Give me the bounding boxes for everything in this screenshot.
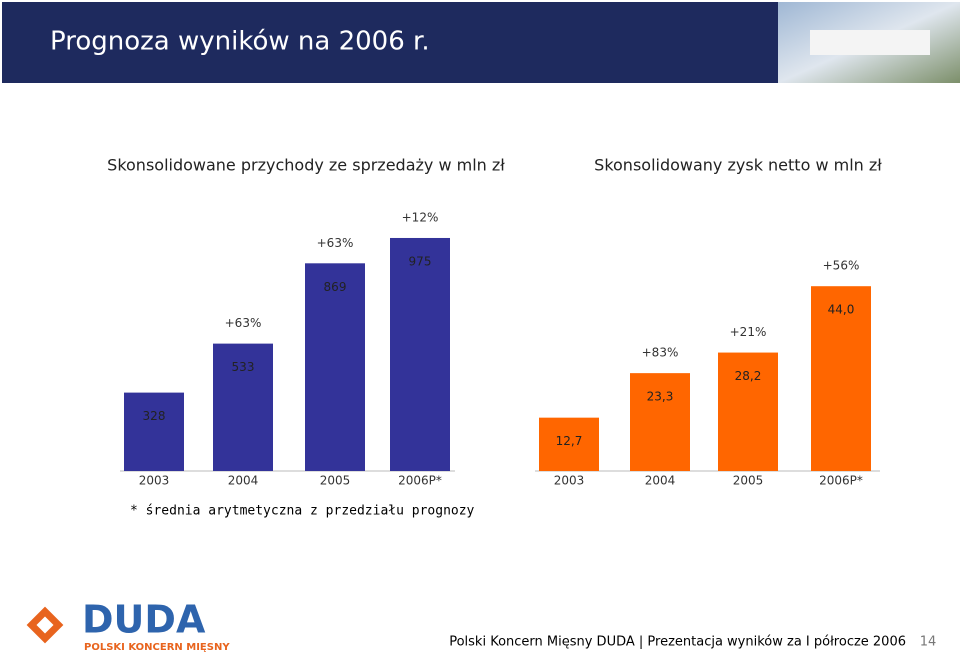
value-label: 533 bbox=[232, 360, 255, 374]
value-label: 28,2 bbox=[735, 369, 762, 383]
growth-annotation: +56% bbox=[823, 259, 860, 273]
value-label: 869 bbox=[324, 280, 347, 294]
growth-annotation: +63% bbox=[317, 236, 354, 250]
logo-subtext: POLSKI KONCERN MIĘSNY bbox=[84, 642, 230, 653]
page-number: 14 bbox=[920, 635, 937, 650]
header-bar bbox=[2, 2, 778, 83]
growth-annotation: +63% bbox=[225, 316, 262, 330]
value-label: 328 bbox=[143, 409, 166, 423]
footer-text: Polski Koncern Mięsny DUDA | Prezentacja… bbox=[449, 635, 906, 650]
bar bbox=[630, 373, 690, 471]
logo-mark-inner bbox=[36, 616, 54, 634]
x-tick-label: 2006P* bbox=[398, 474, 442, 488]
bar bbox=[305, 263, 365, 471]
value-label: 44,0 bbox=[828, 303, 855, 317]
x-tick-label: 2005 bbox=[733, 474, 764, 488]
x-tick-label: 2004 bbox=[228, 474, 259, 488]
x-tick-label: 2006P* bbox=[819, 474, 863, 488]
x-tick-label: 2005 bbox=[320, 474, 351, 488]
bar bbox=[390, 237, 450, 471]
growth-annotation: +21% bbox=[730, 325, 767, 339]
chart-title: Skonsolidowany zysk netto w mln zł bbox=[594, 156, 882, 175]
value-label: 975 bbox=[409, 254, 432, 268]
x-tick-label: 2003 bbox=[139, 474, 170, 488]
growth-annotation: +83% bbox=[642, 346, 679, 360]
chart-title: Skonsolidowane przychody ze sprzedaży w … bbox=[107, 156, 505, 175]
bar bbox=[539, 417, 599, 471]
bar bbox=[124, 392, 184, 471]
bar bbox=[811, 286, 871, 471]
bar bbox=[718, 352, 778, 471]
bar bbox=[213, 343, 273, 471]
note: * średnia arytmetyczna z przedziału prog… bbox=[130, 504, 475, 519]
slide-title: Prognoza wyników na 2006 r. bbox=[50, 27, 430, 57]
value-label: 12,7 bbox=[556, 434, 583, 448]
x-tick-label: 2003 bbox=[554, 474, 585, 488]
logo-text: DUDA bbox=[82, 598, 206, 642]
value-label: 23,3 bbox=[647, 390, 674, 404]
growth-annotation: +12% bbox=[402, 210, 439, 224]
photo-building bbox=[810, 30, 930, 55]
x-tick-label: 2004 bbox=[645, 474, 676, 488]
